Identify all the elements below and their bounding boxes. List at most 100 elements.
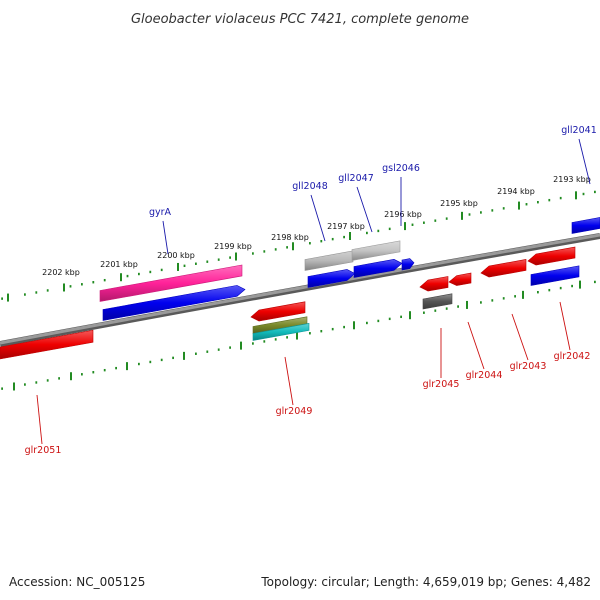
- minor-tick-lower: [46, 379, 49, 382]
- minor-tick-upper: [525, 203, 528, 206]
- minor-tick-upper: [160, 268, 163, 272]
- minor-tick-upper: [252, 252, 254, 255]
- gene-label-reverse[interactable]: glr2045: [423, 379, 460, 390]
- gene-features: [0, 217, 600, 360]
- gene-label-reverse[interactable]: glr2042: [554, 351, 591, 362]
- scale-label: 2202 kbp: [42, 268, 80, 277]
- gene-label-forward[interactable]: gll2041: [561, 125, 597, 136]
- minor-tick-upper: [81, 283, 83, 286]
- gene-label-reverse[interactable]: glr2051: [25, 445, 62, 456]
- gene-label-forward[interactable]: gll2048: [292, 181, 328, 192]
- major-tick-lower: [240, 341, 242, 350]
- gene-label-forward[interactable]: gyrA: [149, 207, 172, 218]
- minor-tick-lower: [24, 383, 26, 386]
- tick-marks: [1, 190, 596, 391]
- glr2042-feature[interactable]: [530, 265, 580, 286]
- gsl2046-cds[interactable]: [401, 258, 415, 271]
- leader-line: [511, 313, 529, 361]
- glr2045-cds[interactable]: [419, 276, 449, 292]
- major-tick-lower: [13, 382, 15, 391]
- scale-label: 2200 kbp: [157, 251, 195, 260]
- minor-tick-lower: [594, 280, 596, 284]
- minor-tick-upper: [286, 246, 288, 249]
- leader-line: [578, 138, 591, 185]
- minor-tick-upper: [480, 211, 482, 214]
- glr2049-feature-cyan[interactable]: [252, 323, 310, 341]
- glr2049-cds[interactable]: [250, 301, 306, 322]
- minor-tick-upper: [1, 297, 3, 300]
- scale-label: 2193 kbp: [553, 175, 591, 184]
- leader-line: [559, 301, 571, 351]
- scale-labels: 2202 kbp 2201 kbp 2200 kbp 2199 kbp 2198 kbp…: [42, 175, 591, 277]
- leader-line: [36, 394, 43, 445]
- gene-label-reverse[interactable]: glr2043: [510, 361, 547, 372]
- leader-line: [310, 194, 326, 242]
- minor-tick-upper: [594, 190, 596, 194]
- glr2043-cds[interactable]: [480, 259, 527, 278]
- gene-label-reverse[interactable]: glr2044: [466, 370, 503, 381]
- gll2041-cds[interactable]: [571, 217, 600, 234]
- minor-tick-lower: [115, 366, 117, 370]
- minor-tick-lower: [35, 381, 38, 384]
- minor-tick-lower: [445, 307, 448, 310]
- minor-tick-upper: [377, 229, 380, 233]
- glr2042-cds[interactable]: [527, 246, 576, 266]
- major-tick-upper: [518, 201, 520, 210]
- scale-label: 2194 kbp: [497, 187, 535, 196]
- major-tick-lower: [126, 362, 128, 371]
- minor-tick-upper: [537, 200, 539, 204]
- major-tick-upper: [63, 283, 65, 292]
- minor-tick-lower: [480, 301, 482, 304]
- major-tick-upper: [177, 262, 179, 271]
- glr2045-feature[interactable]: [422, 293, 453, 310]
- major-tick-upper: [292, 242, 294, 251]
- minor-tick-lower: [457, 305, 459, 308]
- minor-tick-upper: [434, 219, 437, 222]
- minor-tick-lower: [172, 356, 174, 360]
- minor-tick-lower: [537, 290, 539, 294]
- minor-tick-lower: [343, 325, 345, 329]
- minor-tick-upper: [46, 289, 49, 292]
- minor-tick-upper: [229, 256, 231, 259]
- scale-label: 2195 kbp: [440, 199, 478, 208]
- scale-label: 2201 kbp: [100, 260, 138, 269]
- major-tick-lower: [409, 311, 411, 320]
- gyrA-cds[interactable]: [102, 285, 246, 321]
- minor-tick-lower: [229, 346, 231, 349]
- glr2051-cds[interactable]: [0, 329, 94, 360]
- minor-tick-lower: [252, 342, 254, 345]
- gene-label-forward[interactable]: gsl2046: [382, 163, 420, 174]
- minor-tick-lower: [320, 329, 323, 333]
- gll2047-feature[interactable]: [351, 240, 401, 261]
- scale-label: 2196 kbp: [384, 210, 422, 219]
- gene-label-forward[interactable]: gll2047: [338, 173, 374, 184]
- minor-tick-lower: [58, 377, 60, 380]
- minor-tick-upper: [491, 209, 494, 212]
- minor-tick-lower: [138, 362, 140, 366]
- map-title: Gloeobacter violaceus PCC 7421, complete…: [131, 12, 469, 27]
- major-tick-lower: [466, 300, 468, 309]
- glr2044-cds[interactable]: [448, 272, 472, 286]
- minor-tick-upper: [559, 196, 562, 200]
- minor-tick-lower: [160, 358, 163, 362]
- gene-label-reverse[interactable]: glr2049: [276, 406, 313, 417]
- gll2047-cds[interactable]: [353, 258, 403, 278]
- minor-tick-upper: [320, 239, 323, 243]
- gll2048-cds[interactable]: [307, 269, 356, 288]
- minor-tick-lower: [274, 338, 277, 341]
- genome-stats: Topology: circular; Length: 4,659,019 bp…: [260, 575, 591, 589]
- minor-tick-lower: [217, 348, 220, 351]
- leader-line: [356, 186, 373, 233]
- minor-tick-upper: [126, 274, 129, 278]
- major-tick-upper: [235, 252, 237, 261]
- major-tick-lower: [579, 280, 581, 289]
- minor-tick-lower: [571, 284, 573, 288]
- minor-tick-upper: [92, 281, 95, 284]
- minor-tick-lower: [400, 315, 402, 319]
- gll2048-feature[interactable]: [304, 250, 354, 271]
- major-tick-lower: [183, 351, 185, 360]
- minor-tick-lower: [195, 352, 197, 355]
- minor-tick-lower: [434, 309, 437, 312]
- gyrA-feature[interactable]: [99, 264, 243, 302]
- accession-label: Accession: NC_005125: [9, 575, 145, 589]
